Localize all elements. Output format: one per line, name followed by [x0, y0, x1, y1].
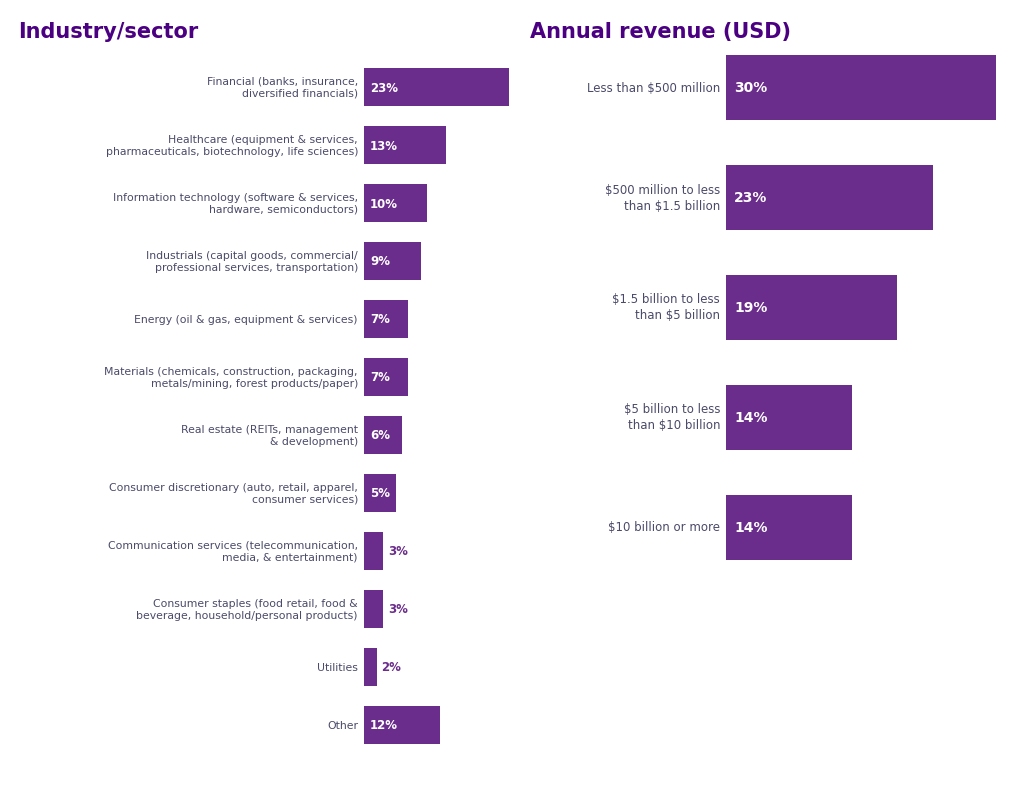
Bar: [364, 475, 395, 512]
Text: Industrials (capital goods, commercial/
professional services, transportation): Industrials (capital goods, commercial/ …: [146, 251, 358, 273]
Text: 7%: 7%: [370, 313, 390, 326]
Text: Real estate (REITs, management
& development): Real estate (REITs, management & develop…: [181, 424, 358, 447]
Text: 10%: 10%: [370, 197, 398, 210]
Text: 12%: 12%: [370, 719, 398, 731]
Bar: [364, 184, 427, 223]
Text: 3%: 3%: [388, 545, 408, 558]
Text: 19%: 19%: [734, 301, 767, 314]
Bar: [364, 416, 401, 455]
Text: 23%: 23%: [370, 81, 398, 95]
Text: $500 million to less
than $1.5 billion: $500 million to less than $1.5 billion: [605, 184, 720, 213]
Bar: [364, 706, 439, 744]
Bar: [726, 275, 897, 340]
Text: Communication services (telecommunication,
media, & entertainment): Communication services (telecommunicatio…: [108, 541, 358, 562]
Text: Other: Other: [327, 720, 358, 730]
Text: 23%: 23%: [734, 191, 767, 205]
Bar: [364, 590, 383, 628]
Text: 30%: 30%: [734, 81, 767, 95]
Bar: [364, 358, 409, 396]
Text: 5%: 5%: [370, 487, 390, 500]
Text: $1.5 billion to less
than $5 billion: $1.5 billion to less than $5 billion: [612, 294, 720, 322]
Text: Healthcare (equipment & services,
pharmaceuticals, biotechnology, life sciences): Healthcare (equipment & services, pharma…: [105, 135, 358, 157]
Bar: [726, 385, 852, 450]
Bar: [364, 301, 409, 338]
Text: Industry/sector: Industry/sector: [18, 22, 199, 42]
Text: 7%: 7%: [370, 371, 390, 384]
Text: 14%: 14%: [734, 411, 768, 424]
Bar: [364, 69, 509, 107]
Text: Information technology (software & services,
hardware, semiconductors): Information technology (software & servi…: [113, 192, 358, 215]
Text: Financial (banks, insurance,
diversified financials): Financial (banks, insurance, diversified…: [207, 77, 358, 99]
Text: Energy (oil & gas, equipment & services): Energy (oil & gas, equipment & services): [134, 314, 358, 325]
Bar: [726, 55, 996, 120]
Text: Annual revenue (USD): Annual revenue (USD): [530, 22, 791, 42]
Bar: [364, 243, 421, 281]
Text: 2%: 2%: [382, 661, 401, 674]
Bar: [726, 165, 933, 230]
Bar: [726, 495, 852, 560]
Text: Less than $500 million: Less than $500 million: [587, 81, 720, 95]
Text: 3%: 3%: [388, 603, 408, 616]
Text: Utilities: Utilities: [317, 662, 358, 672]
Text: 14%: 14%: [734, 520, 768, 534]
Bar: [364, 648, 377, 687]
Bar: [364, 533, 383, 570]
Text: Consumer discretionary (auto, retail, apparel,
consumer services): Consumer discretionary (auto, retail, ap…: [110, 482, 358, 504]
Text: Consumer staples (food retail, food &
beverage, household/personal products): Consumer staples (food retail, food & be…: [136, 598, 358, 620]
Text: $5 billion to less
than $10 billion: $5 billion to less than $10 billion: [624, 403, 720, 432]
Text: 13%: 13%: [370, 140, 398, 152]
Text: $10 billion or more: $10 billion or more: [608, 520, 720, 534]
Bar: [364, 127, 446, 164]
Text: 9%: 9%: [370, 255, 390, 268]
Text: 6%: 6%: [370, 429, 390, 442]
Text: Materials (chemicals, construction, packaging,
metals/mining, forest products/pa: Materials (chemicals, construction, pack…: [104, 367, 358, 388]
